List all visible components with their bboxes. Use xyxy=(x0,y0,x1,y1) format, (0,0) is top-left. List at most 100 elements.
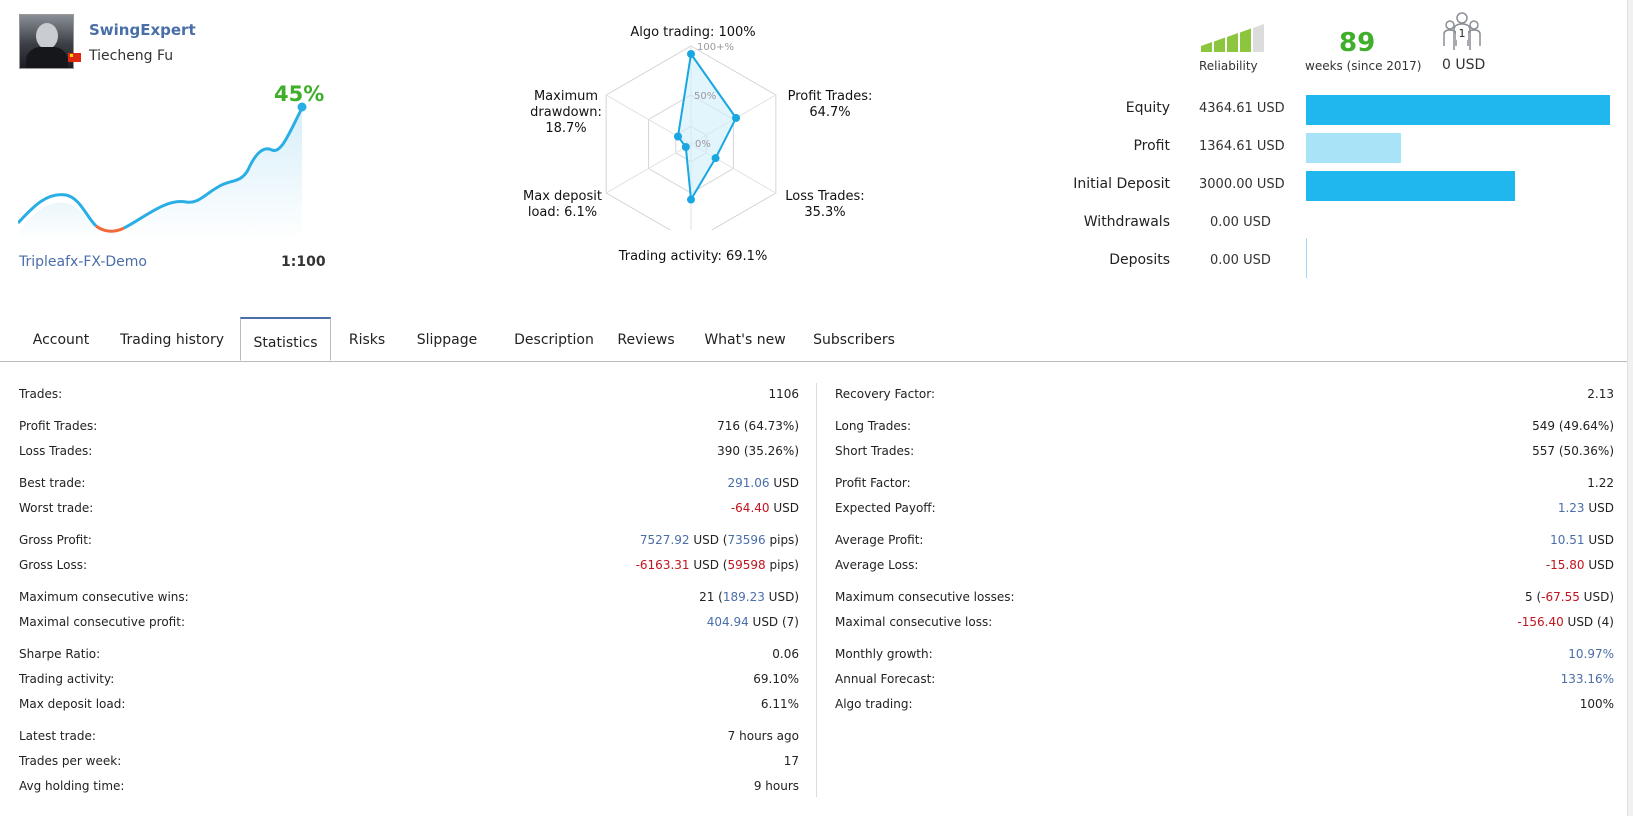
stat-gross-profit-suffix: pips) xyxy=(765,533,799,547)
stat-profit-factor-label: Profit Factor: xyxy=(835,476,911,490)
stat-sharpe-label: Sharpe Ratio: xyxy=(19,647,101,661)
radar-axis xyxy=(605,143,692,194)
stat-profit-trades-label: Profit Trades: xyxy=(19,419,98,433)
radar-label-drawdown: Maximum drawdown: 18.7% xyxy=(522,89,610,137)
balance-label: Equity xyxy=(1125,100,1170,116)
stat-average-profit-unit: USD xyxy=(1584,533,1614,547)
stat-expected-payoff-label: Expected Payoff: xyxy=(835,501,936,515)
stat-monthly-growth-value: 10.97% xyxy=(1568,647,1614,661)
stat-algo-trading-label: Algo trading: xyxy=(835,697,913,711)
stat-trading-activity-label: Trading activity: xyxy=(19,672,115,686)
stat-average-loss-value: -15.80 USD xyxy=(1546,558,1614,572)
radar-point xyxy=(711,154,720,163)
stat-average-profit-value: 10.51 USD xyxy=(1550,533,1614,547)
stat-gross-loss-amount: -6163.31 xyxy=(635,558,690,572)
reliability-bar xyxy=(1201,42,1212,52)
stat-annual-forecast-label: Annual Forecast: xyxy=(835,672,936,686)
stat-best-trade-amount: 291.06 xyxy=(727,476,770,490)
stat-worst-trade-amount: -64.40 xyxy=(730,501,770,515)
tab-whats-new[interactable]: What's new xyxy=(704,332,786,348)
radar-scale-100: 100+% xyxy=(697,42,734,53)
stat-best-trade-label: Best trade: xyxy=(19,476,86,490)
stat-trades-per-week-value: 17 xyxy=(783,754,799,768)
stat-long-trades-value: 549 (49.64%) xyxy=(1532,419,1614,433)
tab-statistics[interactable]: Statistics xyxy=(240,317,331,361)
radar-label-drawdown-value: 18.7% xyxy=(545,121,587,136)
stat-latest-trade-label: Latest trade: xyxy=(19,729,96,743)
stat-max-consecutive-losses-label: Maximum consecutive losses: xyxy=(835,590,1015,604)
stat-max-consecutive-losses-value: 5 (-67.55 USD) xyxy=(1525,590,1614,604)
stat-gross-profit-label: Gross Profit: xyxy=(19,533,92,547)
stat-expected-payoff-unit: USD xyxy=(1584,501,1614,515)
stat-avg-holding-time-label: Avg holding time: xyxy=(19,779,125,793)
radar-label-loss-trades: Loss Trades: 35.3% xyxy=(775,189,875,221)
stat-loss-trades-label: Loss Trades: xyxy=(19,444,93,458)
stat-max-consecutive-loss-amount: -156.40 xyxy=(1517,615,1564,629)
stat-max-consecutive-wins-value: 21 (189.23 USD) xyxy=(699,590,799,604)
stat-profit-factor-value: 1.22 xyxy=(1587,476,1614,490)
tab-reviews[interactable]: Reviews xyxy=(617,332,675,348)
page-scrollbar[interactable] xyxy=(1627,0,1633,816)
stat-gross-loss-pips: 59598 xyxy=(727,558,766,572)
subscribers-icon[interactable]: 1 xyxy=(1442,12,1482,52)
stat-trades-value: 1106 xyxy=(768,387,799,401)
signal-name[interactable]: SwingExpert xyxy=(89,21,196,39)
stat-average-loss-unit: USD xyxy=(1584,558,1614,572)
balance-label: Profit xyxy=(1133,138,1170,154)
radar-point xyxy=(673,132,682,141)
growth-line-recent xyxy=(123,107,304,230)
tab-subscribers[interactable]: Subscribers xyxy=(813,332,895,348)
stat-profit-trades-value: 716 (64.73%) xyxy=(717,419,799,433)
growth-line xyxy=(18,193,98,228)
stat-best-trade-value: 291.06 USD xyxy=(728,476,799,490)
tab-risks[interactable]: Risks xyxy=(348,332,386,348)
tab-bar: Account Trading history Statistics Risks… xyxy=(0,316,1633,362)
stat-gross-loss-value: -6163.31 USD (59598 pips) xyxy=(636,558,799,572)
radar-label-activity: Trading activity: 69.1% xyxy=(618,249,768,264)
avatar[interactable] xyxy=(19,14,74,69)
stat-trading-activity-value: 69.10% xyxy=(753,672,799,686)
reliability-bar xyxy=(1214,37,1225,52)
reliability-bar xyxy=(1227,33,1238,52)
author-name: Tiecheng Fu xyxy=(89,48,174,64)
growth-chart-area-main xyxy=(124,107,304,240)
stat-max-consecutive-loss-suffix: USD (4) xyxy=(1563,615,1614,629)
balance-value: 4364.61 USD xyxy=(1199,101,1285,116)
stat-expected-payoff-amount: 1.23 xyxy=(1557,501,1585,515)
stat-expected-payoff-value: 1.23 USD xyxy=(1558,501,1614,515)
weeks-count: 89 xyxy=(1339,28,1376,58)
stat-worst-trade-value: -64.40 USD xyxy=(731,501,799,515)
tab-account[interactable]: Account xyxy=(32,332,90,348)
broker-server-link[interactable]: Tripleafx-FX-Demo xyxy=(19,254,147,270)
stat-max-consecutive-losses-amount: -67.55 xyxy=(1541,590,1580,604)
radar-label-profit-trades-name: Profit Trades: xyxy=(787,89,873,104)
tab-slippage[interactable]: Slippage xyxy=(416,332,478,348)
weeks-label: weeks (since 2017) xyxy=(1305,59,1422,73)
stat-max-consecutive-profit-amount: 404.94 xyxy=(706,615,749,629)
balance-value: 0.00 USD xyxy=(1210,215,1271,230)
tab-description[interactable]: Description xyxy=(514,332,594,348)
stat-max-consecutive-loss-label: Maximal consecutive loss: xyxy=(835,615,993,629)
stat-max-consecutive-profit-label: Maximal consecutive profit: xyxy=(19,615,185,629)
stat-average-loss-label: Average Loss: xyxy=(835,558,919,572)
growth-percent: 45% xyxy=(274,82,325,106)
risk-radar-chart: 100+% 50% 0% xyxy=(605,42,777,230)
radar-label-loss-trades-name: Loss Trades: xyxy=(785,189,865,204)
stat-max-consecutive-wins-amount: 189.23 xyxy=(722,590,765,604)
stat-trades-label: Trades: xyxy=(19,387,63,401)
stat-best-trade-unit: USD xyxy=(769,476,799,490)
stat-average-profit-label: Average Profit: xyxy=(835,533,924,547)
reliability-icon[interactable] xyxy=(1197,22,1269,54)
radar-label-deposit-load-name: Max deposit xyxy=(523,189,602,204)
radar-label-drawdown-name-2: drawdown: xyxy=(530,105,602,120)
growth-chart xyxy=(18,102,307,240)
balance-bar xyxy=(1306,171,1515,201)
stat-annual-forecast-value: 133.16% xyxy=(1560,672,1614,686)
balance-bar xyxy=(1306,133,1401,163)
tab-trading-history[interactable]: Trading history xyxy=(120,332,224,348)
stat-max-deposit-load-value: 6.11% xyxy=(760,697,799,711)
leverage-value: 1:100 xyxy=(281,254,326,270)
stat-algo-trading-value: 100% xyxy=(1579,697,1614,711)
stats-column-divider xyxy=(816,383,817,797)
stat-worst-trade-label: Worst trade: xyxy=(19,501,94,515)
